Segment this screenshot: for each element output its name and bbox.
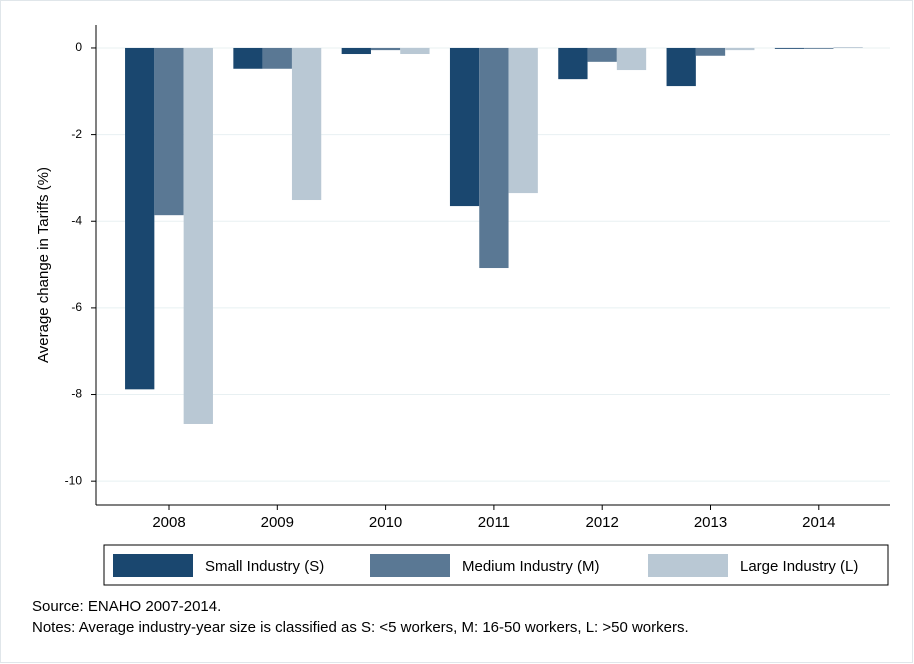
y-tick-label: -6 <box>71 300 82 314</box>
y-axis-label: Average change in Tariffs (%) <box>35 167 52 363</box>
legend-label: Large Industry (L) <box>740 558 858 575</box>
x-tick-label: 2009 <box>261 514 294 531</box>
bar <box>774 47 805 49</box>
legend-swatch <box>113 554 193 577</box>
y-tick-label: -8 <box>71 387 82 401</box>
notes: Notes: Average industry-year size is cla… <box>32 619 689 636</box>
legend <box>103 544 889 586</box>
bar <box>449 47 480 207</box>
bar <box>479 47 509 269</box>
legend-label: Small Industry (S) <box>205 558 324 575</box>
bar <box>262 47 292 69</box>
bar <box>725 47 755 51</box>
x-tick-label: 2012 <box>586 514 619 531</box>
bar <box>400 47 430 55</box>
bar <box>508 47 538 194</box>
bar <box>833 47 863 48</box>
bar <box>183 47 213 424</box>
bar <box>558 47 588 80</box>
bar <box>666 47 696 87</box>
bar <box>233 47 263 69</box>
legend-swatch <box>370 554 450 577</box>
y-tick-label: -2 <box>71 127 82 141</box>
legend-label: Medium Industry (M) <box>462 558 600 575</box>
bar <box>804 47 834 49</box>
bar <box>587 47 617 62</box>
x-tick-label: 2008 <box>152 514 185 531</box>
y-tick-label: -4 <box>71 213 82 227</box>
y-tick-label: 0 <box>75 40 82 54</box>
bar <box>370 47 401 51</box>
x-tick-label: 2011 <box>478 514 510 531</box>
x-tick-label: 2010 <box>369 514 402 531</box>
bar <box>125 47 155 390</box>
legend-swatch <box>648 554 728 577</box>
bar <box>154 47 184 216</box>
source: Source: ENAHO 2007-2014. <box>32 598 221 615</box>
x-tick-label: 2014 <box>802 514 835 531</box>
bar <box>291 47 322 201</box>
bar <box>341 47 371 55</box>
y-tick-label: -10 <box>65 473 83 487</box>
x-tick-label: 2013 <box>694 514 727 531</box>
bar <box>616 47 647 71</box>
bar <box>695 47 726 56</box>
